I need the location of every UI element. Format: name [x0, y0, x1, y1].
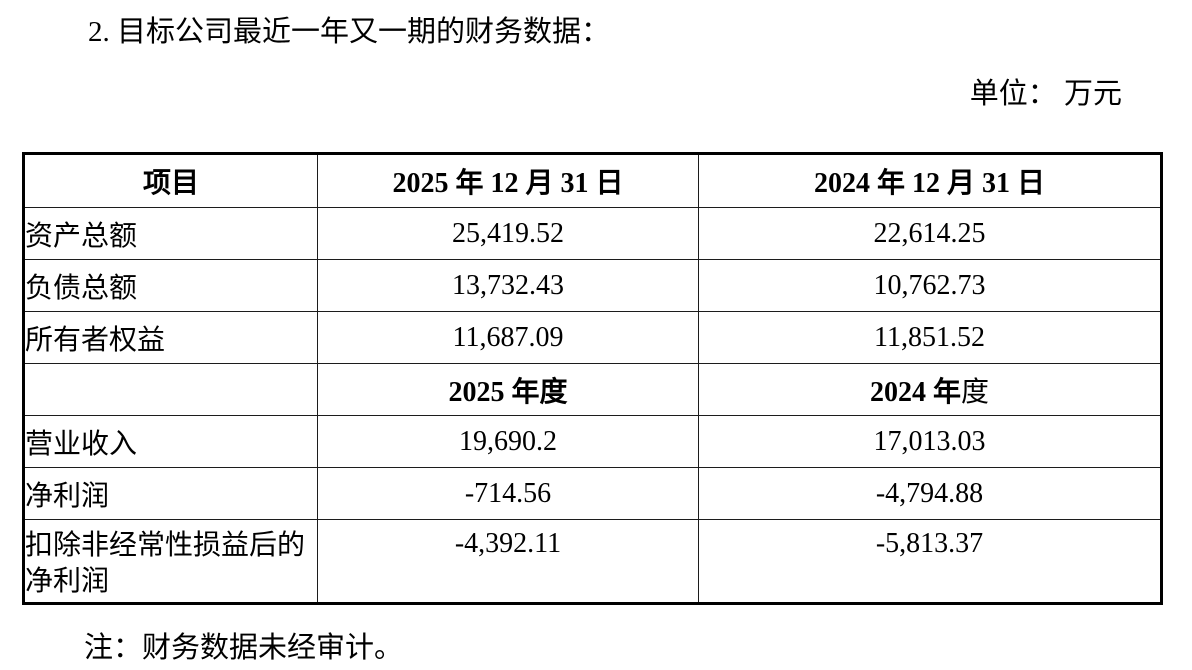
owners-equity-2024: 11,851.52 — [698, 311, 1162, 364]
table-row-owners-equity: 所有者权益 11,687.09 11,851.52 — [23, 311, 1162, 364]
financial-data-table: 项目 2025 年 12 月 31 日 2024 年 12 月 31 日 资产总… — [22, 152, 1163, 605]
row-label-owners-equity: 所有者权益 — [23, 311, 318, 364]
footnote-unaudited: 注：财务数据未经审计。 — [84, 632, 404, 664]
operating-revenue-2024: 17,013.03 — [698, 415, 1162, 468]
unit-label: 单位： 万元 — [969, 78, 1122, 110]
total-assets-2025: 25,419.52 — [317, 207, 699, 260]
net-profit-excl-nonrecurring-2024: -5,813.37 — [698, 519, 1162, 604]
net-profit-excl-nonrecurring-2025: -4,392.11 — [317, 519, 699, 604]
table-period-header-row: 2025 年度 2024 年度 — [23, 363, 1162, 416]
header-date-2025: 2025 年 12 月 31 日 — [317, 153, 699, 208]
operating-revenue-2025: 19,690.2 — [317, 415, 699, 468]
row-label-net-profit: 净利润 — [23, 467, 318, 520]
period-header-2024-year: 2024 年 — [869, 376, 961, 408]
row-label-total-liabilities: 负债总额 — [23, 259, 318, 312]
owners-equity-2025: 11,687.09 — [317, 311, 699, 364]
period-header-2025: 2025 年度 — [317, 363, 699, 416]
table-row-net-profit-excl-nonrecurring: 扣除非经常性损益后的净利润 -4,392.11 -5,813.37 — [23, 519, 1162, 604]
total-liabilities-2025: 13,732.43 — [317, 259, 699, 312]
header-date-2024: 2024 年 12 月 31 日 — [698, 153, 1162, 208]
total-liabilities-2024: 10,762.73 — [698, 259, 1162, 312]
page-title: 2. 目标公司最近一年又一期的财务数据： — [88, 16, 611, 48]
table-header-row: 项目 2025 年 12 月 31 日 2024 年 12 月 31 日 — [23, 153, 1162, 208]
table-row-total-assets: 资产总额 25,419.52 22,614.25 — [23, 207, 1162, 260]
row-label-operating-revenue: 营业收入 — [23, 415, 318, 468]
table-row-net-profit: 净利润 -714.56 -4,794.88 — [23, 467, 1162, 520]
header-item-column: 项目 — [23, 153, 318, 208]
period-header-2024-suffix: 度 — [961, 376, 990, 408]
row-label-net-profit-excl-nonrecurring: 扣除非经常性损益后的净利润 — [23, 519, 318, 604]
table-row-operating-revenue: 营业收入 19,690.2 17,013.03 — [23, 415, 1162, 468]
row-label-total-assets: 资产总额 — [23, 207, 318, 260]
period-header-empty-cell — [23, 363, 318, 416]
net-profit-2025: -714.56 — [317, 467, 699, 520]
net-profit-2024: -4,794.88 — [698, 467, 1162, 520]
period-header-2024: 2024 年度 — [698, 363, 1162, 416]
total-assets-2024: 22,614.25 — [698, 207, 1162, 260]
table-row-total-liabilities: 负债总额 13,732.43 10,762.73 — [23, 259, 1162, 312]
